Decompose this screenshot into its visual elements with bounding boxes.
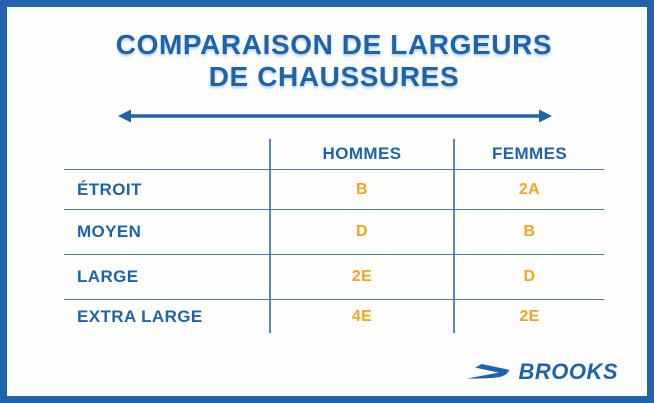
row-label-extra-large: EXTRA LARGE bbox=[77, 306, 203, 326]
width-spectrum-arrow bbox=[118, 107, 552, 125]
brooks-wordmark: BROOKS bbox=[518, 359, 618, 384]
value-etroit-femmes: 2A bbox=[453, 170, 604, 210]
value-large-hommes: 2E bbox=[269, 255, 453, 300]
value-extra-large-hommes: 4E bbox=[269, 300, 453, 333]
row-label-large: LARGE bbox=[64, 255, 269, 300]
value-large-femmes: D bbox=[453, 255, 604, 300]
value-moyen-hommes: D bbox=[269, 210, 453, 255]
page-title-line1: COMPARAISON DE LARGEURS bbox=[115, 29, 553, 60]
page-title: COMPARAISON DE LARGEURS DE CHAUSSURES bbox=[7, 29, 654, 93]
width-comparison-table: HOMMES FEMMES ÉTROIT B 2A MOYEN D B LARG… bbox=[64, 139, 604, 333]
value-extra-large-femmes: 2E bbox=[453, 300, 604, 333]
double-headed-arrow-icon bbox=[118, 109, 552, 123]
page-title-line2: DE CHAUSSURES bbox=[208, 61, 460, 92]
brooks-chevron-icon bbox=[467, 364, 510, 379]
value-moyen-femmes: B bbox=[453, 210, 604, 255]
value-etroit-hommes: B bbox=[269, 170, 453, 210]
row-label-etroit: ÉTROIT bbox=[64, 170, 269, 210]
corner-cell bbox=[64, 139, 269, 170]
row-label-moyen: MOYEN bbox=[64, 210, 269, 255]
column-header-femmes: FEMMES bbox=[453, 139, 604, 170]
column-header-hommes: HOMMES bbox=[269, 139, 453, 170]
brooks-logo: BROOKS bbox=[467, 359, 618, 385]
